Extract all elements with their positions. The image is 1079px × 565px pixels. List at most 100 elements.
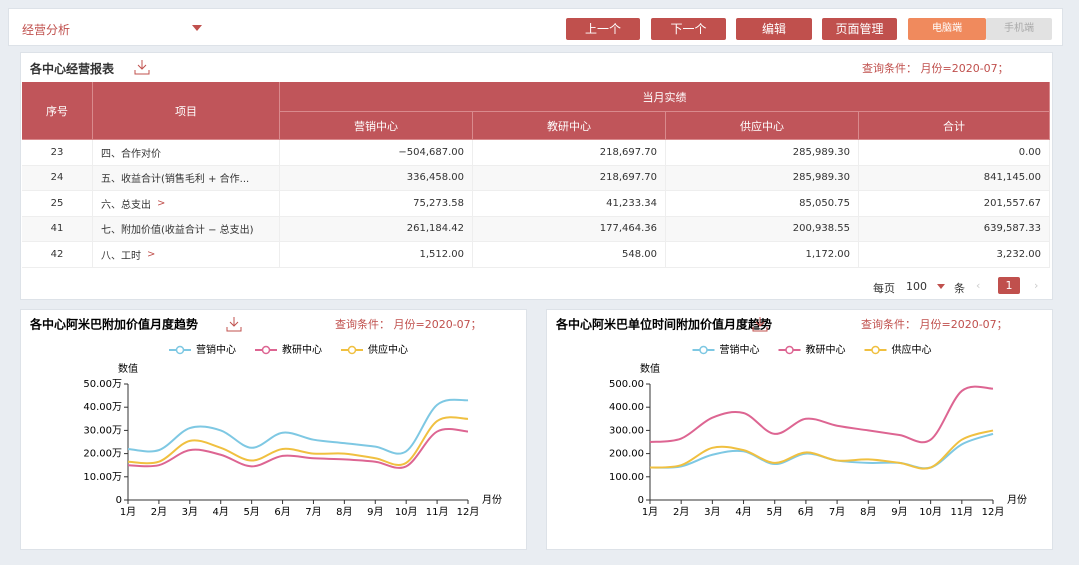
x-tick-label: 9月 <box>367 506 383 518</box>
table-cell: 336,458.00 <box>280 165 473 191</box>
x-tick-label: 11月 <box>950 506 973 518</box>
current-page[interactable]: 1 <box>998 277 1020 294</box>
table-cell: 85,050.75 <box>666 191 859 217</box>
page-select[interactable]: 经营分析 <box>22 23 71 37</box>
table-cell: 五、收益合计(销售毛利 + 合作... <box>93 165 280 191</box>
table-cell: 八、工时 > <box>93 242 280 268</box>
edit-button[interactable]: 编辑 <box>736 18 812 40</box>
x-tick-label: 10月 <box>919 506 942 518</box>
per-page-arrow[interactable] <box>937 284 945 289</box>
y-axis-title: 数值 <box>640 362 660 375</box>
table-header: 供应中心 <box>666 112 859 140</box>
table-header: 项目 <box>93 82 280 140</box>
series-line <box>127 416 469 466</box>
legend-marker <box>347 345 357 355</box>
table-cell: 841,145.00 <box>859 165 1050 191</box>
x-tick-label: 3月 <box>182 506 198 518</box>
x-tick-label: 8月 <box>336 506 352 518</box>
x-tick-label: 3月 <box>704 506 720 518</box>
table-cell: 218,697.70 <box>473 165 666 191</box>
download-icon[interactable] <box>132 58 152 76</box>
table-cell: 23 <box>22 140 93 166</box>
x-tick-label: 8月 <box>860 506 876 518</box>
chart-query: 查询条件： 月份=2020-07； <box>861 317 1008 331</box>
x-tick-label: 4月 <box>213 506 229 518</box>
table-cell: −504,687.00 <box>280 140 473 166</box>
table-cell: 75,273.58 <box>280 191 473 217</box>
x-tick-label: 1月 <box>642 506 658 518</box>
download-icon[interactable] <box>226 317 242 332</box>
legend-marker <box>261 345 271 355</box>
table-header: 营销中心 <box>280 112 473 140</box>
table-header: 序号 <box>22 82 93 140</box>
legend-marker <box>699 345 708 355</box>
expand-arrow[interactable]: > <box>157 197 166 209</box>
prev-page[interactable]: ‹ <box>976 279 981 292</box>
x-tick-label: 7月 <box>305 506 321 518</box>
legend-label: 供应中心 <box>368 343 408 356</box>
legend-marker <box>785 345 794 355</box>
table-cell: 1,512.00 <box>280 242 473 268</box>
y-tick-label: 200.00 <box>609 449 644 460</box>
table-cell: 261,184.42 <box>280 216 473 242</box>
table-cell: 25 <box>22 191 93 217</box>
dropdown-arrow[interactable] <box>192 25 202 31</box>
series-line <box>127 428 469 469</box>
table-cell: 639,587.33 <box>859 216 1050 242</box>
table-cell: 285,989.30 <box>666 165 859 191</box>
x-tick-label: 4月 <box>735 506 751 518</box>
table-cell: 四、合作对价 <box>93 140 280 166</box>
y-tick-label: 500.00 <box>609 379 644 390</box>
legend-label: 供应中心 <box>892 343 932 356</box>
x-tick-label: 6月 <box>798 506 814 518</box>
x-tick-label: 9月 <box>891 506 907 518</box>
x-tick-label: 12月 <box>982 506 1005 518</box>
y-tick-label: 400.00 <box>609 402 644 413</box>
page-manage-button[interactable]: 页面管理 <box>822 18 897 40</box>
next-page[interactable]: › <box>1034 279 1039 292</box>
table-header: 合计 <box>859 112 1050 140</box>
mobile-toggle[interactable]: 手机端 <box>986 18 1052 40</box>
y-axis-title: 数值 <box>118 362 138 375</box>
table-cell: 七、附加价值(收益合计 − 总支出) <box>93 216 280 242</box>
report-query: 查询条件： 月份=2020-07； <box>862 62 1009 75</box>
x-tick-label: 7月 <box>829 506 845 518</box>
y-tick-label: 0 <box>116 495 122 506</box>
y-tick-label: 40.00万 <box>83 402 122 413</box>
table-header: 当月实绩 <box>280 82 1050 112</box>
table-cell: 24 <box>22 165 93 191</box>
legend-label: 教研中心 <box>282 343 322 356</box>
x-tick-label: 5月 <box>767 506 783 518</box>
table-cell: 41,233.34 <box>473 191 666 217</box>
table-cell: 218,697.70 <box>473 140 666 166</box>
prev-button[interactable]: 上一个 <box>566 18 640 40</box>
legend-marker <box>175 345 185 355</box>
y-tick-label: 100.00 <box>609 472 644 483</box>
x-tick-label: 2月 <box>151 506 167 518</box>
x-tick-label: 1月 <box>120 506 136 518</box>
x-tick-label: 5月 <box>243 506 259 518</box>
y-tick-label: 30.00万 <box>83 425 122 436</box>
next-button[interactable]: 下一个 <box>651 18 726 40</box>
table-cell: 3,232.00 <box>859 242 1050 268</box>
table-cell: 548.00 <box>473 242 666 268</box>
y-tick-label: 20.00万 <box>83 449 122 460</box>
expand-arrow[interactable]: > <box>147 248 156 260</box>
report-table: 序号 项目 当月实绩 营销中心 教研中心 供应中心 合计 23 四、合作对价 −504,687.0… <box>22 82 1050 270</box>
y-tick-label: 0 <box>638 495 644 506</box>
desktop-toggle[interactable]: 电脑端 <box>908 18 986 40</box>
table-cell: 六、总支出 > <box>93 191 280 217</box>
per-page-select[interactable]: 100 <box>906 280 927 293</box>
table-cell: 285,989.30 <box>666 140 859 166</box>
x-axis-title: 月份 <box>482 494 502 506</box>
legend-label: 教研中心 <box>806 343 846 356</box>
series-line <box>649 385 994 444</box>
legend-label: 营销中心 <box>196 343 236 356</box>
report-title: 各中心经营报表 <box>30 62 115 76</box>
chart-title: 各中心阿米巴附加价值月度趋势 <box>29 317 198 332</box>
download-icon[interactable] <box>752 317 768 332</box>
table-cell: 42 <box>22 242 93 268</box>
series-line <box>649 429 994 470</box>
